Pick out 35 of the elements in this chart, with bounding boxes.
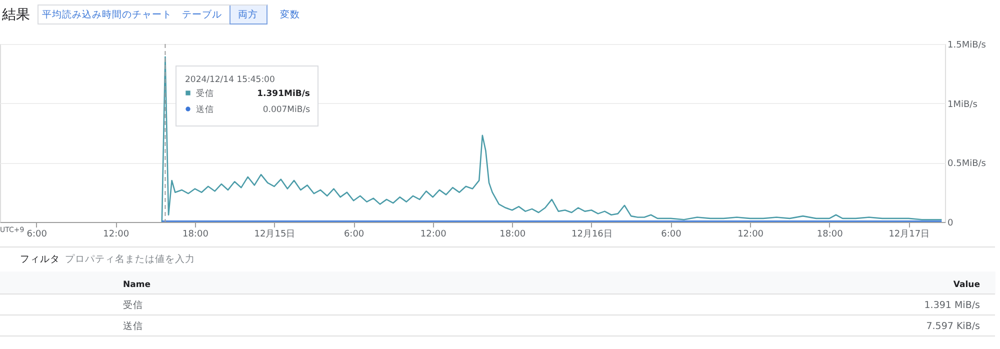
text: 受信 (123, 300, 143, 311)
x-tick-label: 12:00 (738, 230, 764, 240)
text: プロパティ名または値を入力 (65, 253, 195, 265)
line-series (161, 56, 942, 223)
x-tick-label: 12:00 (103, 230, 130, 240)
y-tick-label: 1.5MiB/s (948, 40, 986, 50)
x-tick-label: 12月17日 (888, 230, 930, 240)
text: 平均読み込み時間のチャート (42, 8, 172, 20)
annotation: 0.007MiB/s (262, 105, 311, 115)
text: 両方 (238, 8, 258, 20)
annotation: 2024/12/14 15:45:00 (185, 75, 275, 85)
legend-label: 送信 (196, 104, 214, 115)
x-tick-label: 6:00 (26, 230, 48, 240)
text: 7.597 KiB/s (926, 321, 980, 332)
x-tick-label: 6:00 (661, 230, 682, 240)
x-tick-label: 6:00 (344, 230, 364, 240)
y-tick-label: 1MiB/s (948, 100, 978, 110)
text: Value (953, 280, 980, 290)
y-tick-label: 0 (948, 218, 954, 228)
text: 1.391 MiB/s (924, 300, 980, 311)
x-tick-label: 18:00 (182, 230, 209, 240)
text: テーブル (182, 8, 222, 20)
y-tick-label: 0.5MiB/s (948, 159, 986, 170)
text: 変数 (280, 8, 300, 20)
text: フィルタ (20, 254, 60, 265)
x-tick-label: 18:00 (500, 230, 526, 240)
x-tick-label: 18:00 (816, 230, 844, 240)
annotation: 1.391MiB/s (257, 89, 310, 99)
legend-label: 受信 (196, 88, 214, 99)
text: Name (123, 280, 151, 290)
x-tick-label: 12:00 (420, 230, 447, 240)
x-tick-label: 12月16日 (572, 230, 612, 240)
text: 送信 (123, 321, 143, 332)
chart-title: 結果 (1, 7, 30, 23)
x-tick-label: 12月15日 (254, 230, 296, 240)
